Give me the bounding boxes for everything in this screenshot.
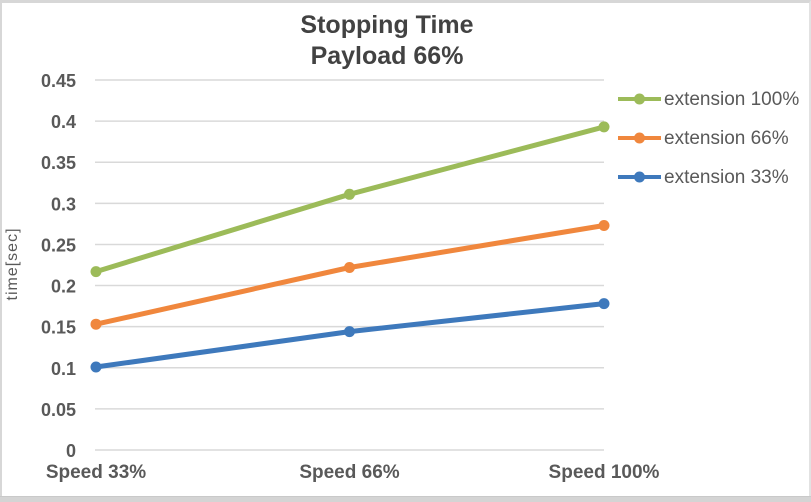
chart-title-line1: Stopping Time — [300, 11, 474, 39]
y-tick-label: 0.2 — [51, 277, 76, 297]
y-tick-label: 0.45 — [41, 71, 76, 91]
series-marker-extension-66[interactable] — [598, 220, 610, 231]
legend-swatch-marker-extension-33[interactable] — [634, 171, 645, 183]
series-line-extension-66[interactable] — [93, 223, 607, 327]
legend-swatch-marker-extension-100[interactable] — [634, 93, 645, 105]
legend-swatch-marker-extension-66[interactable] — [634, 132, 645, 144]
y-tick-label: 0.05 — [41, 400, 76, 420]
y-tick-label: 0.25 — [41, 235, 76, 255]
series-marker-extension-33[interactable] — [90, 361, 102, 373]
y-tick-label: 0.1 — [51, 359, 76, 379]
y-tick-label: 0.3 — [51, 194, 76, 214]
bottom-edge-strip — [0, 496, 811, 502]
series-marker-extension-33[interactable] — [598, 298, 610, 310]
series-marker-extension-100[interactable] — [598, 121, 610, 133]
series-marker-extension-33[interactable] — [344, 326, 355, 338]
y-tick-label: 0.15 — [41, 318, 76, 338]
y-tick-label: 0.35 — [41, 153, 76, 173]
x-category-label: Speed 100% — [549, 462, 660, 483]
series-marker-extension-100[interactable] — [90, 266, 102, 278]
series-marker-extension-66[interactable] — [90, 318, 102, 330]
legend-label-extension-100[interactable]: extension 100% — [664, 89, 799, 110]
legend-label-extension-33[interactable]: extension 33% — [664, 167, 789, 188]
chart-title-line2: Payload 66% — [310, 42, 464, 70]
y-tick-label: 0.4 — [51, 112, 76, 132]
series-marker-extension-100[interactable] — [344, 188, 355, 200]
chart-title: Stopping Time Payload 66% — [0, 10, 774, 72]
series-marker-extension-66[interactable] — [344, 262, 355, 273]
x-category-label: Speed 66% — [299, 462, 399, 483]
y-tick-label: 0 — [66, 441, 76, 461]
legend-label-extension-66[interactable]: extension 66% — [664, 128, 789, 149]
y-axis-title: time[sec] — [4, 227, 21, 300]
x-category-label: Speed 33% — [46, 462, 146, 483]
